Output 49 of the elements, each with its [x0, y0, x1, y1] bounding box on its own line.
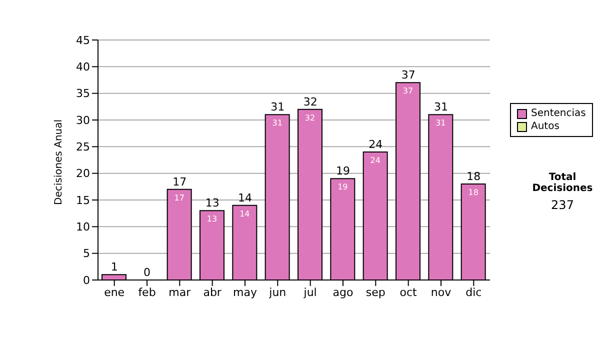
x-tick-label: ene [104, 286, 125, 299]
data-label: 37 [402, 86, 414, 96]
data-label: 24 [370, 156, 380, 165]
y-tick-label: 0 [83, 274, 90, 287]
total-label: 1 [110, 260, 118, 274]
data-label: 18 [468, 188, 478, 197]
total-label: 24 [368, 138, 383, 151]
x-tick-label: sep [366, 286, 386, 299]
x-tick-label: dic [466, 286, 482, 299]
x-tick-label: may [233, 286, 258, 299]
x-tick-label: ago [332, 286, 354, 299]
y-tick-label: 15 [76, 194, 90, 207]
text: Total Decisiones [531, 172, 594, 194]
total-label: 37 [401, 68, 416, 82]
y-tick-label: 30 [76, 114, 90, 127]
x-tick-label: nov [430, 286, 452, 299]
total-label: 31 [434, 100, 448, 114]
y-axis-title: Decisiones Anual [54, 119, 65, 205]
data-label: 31 [272, 118, 282, 128]
total-label: 32 [303, 95, 318, 108]
data-label: 19 [338, 182, 348, 192]
total-label: 19 [336, 164, 350, 178]
x-tick-label: jul [302, 286, 317, 299]
y-tick-label: 10 [76, 220, 90, 234]
y-tick-label: 35 [76, 87, 90, 100]
total-label: 17 [172, 175, 187, 188]
data-label: 17 [174, 193, 184, 202]
total-label: 14 [238, 191, 252, 204]
total-label: 0 [144, 266, 150, 279]
y-tick-label: 40 [76, 60, 90, 74]
legend-label: Sentencias [531, 107, 586, 120]
y-tick-label: 45 [76, 34, 90, 47]
data-label: 13 [206, 214, 218, 224]
x-tick-label: oct [400, 286, 418, 299]
data-label: 32 [304, 113, 316, 122]
y-tick-label: 20 [76, 167, 90, 180]
total-label: 31 [270, 100, 285, 114]
total-label: 13 [205, 196, 220, 210]
y-tick-label: 25 [76, 140, 90, 154]
x-tick-label: abr [203, 286, 222, 299]
y-tick-label: 5 [83, 247, 90, 260]
data-label: 14 [240, 209, 250, 218]
total-label: 18 [466, 170, 481, 183]
x-tick-label: feb [138, 286, 156, 299]
text: 237 [550, 198, 575, 212]
data-label: 31 [436, 118, 446, 128]
x-tick-label: jun [268, 286, 286, 299]
legend-label: Autos [531, 120, 560, 133]
x-tick-label: mar [168, 286, 192, 299]
